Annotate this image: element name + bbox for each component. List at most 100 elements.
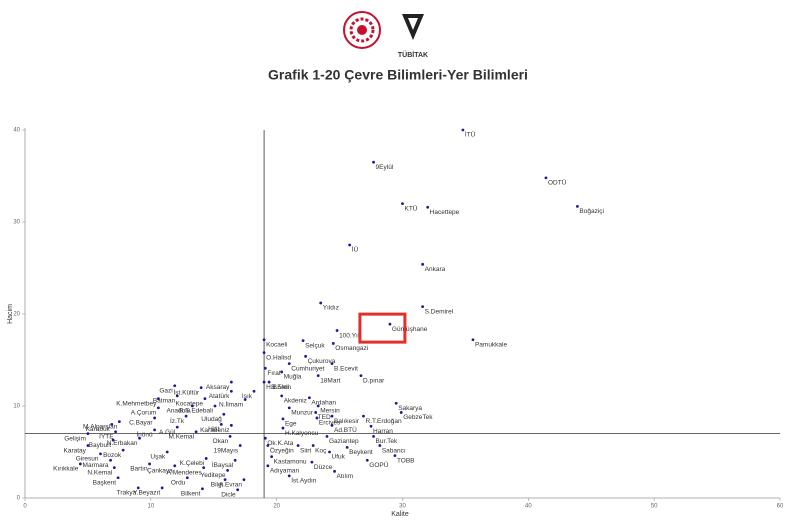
point — [136, 486, 140, 490]
point-label: B.S.Edebali — [179, 408, 213, 415]
point-label: K.Mehmetbey — [116, 400, 157, 407]
point — [372, 434, 375, 438]
point-label: Atılım — [337, 473, 354, 480]
point-label: Kocaeli — [266, 341, 287, 348]
point-label: Bayburt — [89, 442, 112, 449]
point-label: Bilkent — [181, 491, 201, 498]
point — [184, 414, 188, 418]
point-label: Uludağ — [201, 416, 222, 423]
point-label: Atatürk — [209, 393, 230, 400]
point-label: Balıkesir — [334, 418, 360, 425]
point — [266, 464, 270, 468]
point-label: Gelişim — [64, 435, 86, 442]
point — [219, 423, 223, 426]
point-label: Ege — [285, 421, 297, 428]
point-label: Giresun — [76, 456, 99, 463]
point — [114, 430, 117, 434]
point-label: Pamukkale — [475, 341, 508, 348]
point — [281, 426, 285, 430]
point-label: Bilgi — [211, 481, 223, 488]
point-label: GebzeTek — [403, 414, 433, 421]
point — [175, 394, 179, 398]
point — [307, 396, 311, 400]
point-label: Marmara — [83, 462, 109, 469]
point-label: Başkent — [93, 479, 117, 486]
logo-text: TÜBİTAK — [398, 50, 428, 59]
point — [238, 444, 242, 447]
point-label: İst.Kültür — [174, 387, 200, 396]
point-label: Trakya — [117, 490, 137, 497]
point — [399, 411, 403, 414]
x-tick-label: 60 — [777, 504, 784, 510]
point — [331, 342, 335, 345]
point — [263, 436, 267, 440]
point-label: Yeditepe — [201, 472, 226, 479]
point-label: Cumhuriyet — [291, 365, 324, 372]
point — [544, 176, 548, 180]
point — [202, 466, 206, 470]
point-label: A.Gül — [159, 429, 176, 436]
point — [223, 478, 227, 481]
x-tick-label: 20 — [273, 504, 280, 510]
point — [328, 450, 331, 454]
point — [421, 262, 425, 266]
point-label: TOBB — [397, 457, 415, 464]
point — [401, 202, 404, 206]
point — [266, 444, 270, 447]
point-label: Özyeğin — [270, 446, 294, 454]
point — [190, 404, 194, 408]
point — [330, 362, 334, 366]
point-label: Kocatepe — [175, 400, 203, 407]
point-label: Ok.K.Ata — [267, 440, 293, 447]
point-label: H.Kalyoncu — [285, 430, 319, 437]
point — [148, 462, 151, 466]
point — [393, 454, 397, 458]
point-label: Hitit — [208, 426, 219, 433]
point — [229, 389, 233, 393]
point — [229, 380, 233, 384]
y-tick-label: 20 — [13, 312, 20, 318]
chart-title: Grafik 1-20 Çevre Bilimleri-Yer Bilimler… — [268, 67, 528, 83]
point — [262, 351, 266, 355]
point-label: TED — [318, 414, 331, 421]
point-label: N.Kemal — [87, 469, 112, 476]
point — [319, 301, 323, 305]
point — [228, 434, 232, 438]
y-tick-label: 10 — [13, 404, 20, 410]
point-label: Anadolu — [166, 408, 190, 415]
point-label: Osmangazi — [335, 345, 368, 352]
point — [471, 338, 475, 342]
point — [301, 339, 305, 343]
point — [173, 384, 177, 388]
point-label: KTÜ — [405, 204, 418, 212]
point — [388, 322, 392, 326]
point — [110, 423, 114, 426]
x-tick-label: 50 — [651, 504, 658, 510]
point-label: GOPÜ — [369, 461, 388, 469]
point-label: Işık — [242, 393, 253, 400]
point-label: Bozok — [103, 452, 122, 459]
x-tick-label: 0 — [23, 504, 27, 510]
point — [252, 389, 256, 393]
point-label: M.Alparslan — [83, 423, 118, 430]
y-tick-label: 30 — [13, 220, 20, 226]
point — [426, 205, 430, 209]
point — [121, 448, 125, 452]
point-label: 9Eylül — [376, 164, 394, 171]
logo-tubitak — [402, 14, 424, 40]
point — [576, 204, 579, 208]
point — [99, 452, 102, 456]
point-label: 18Mart — [320, 377, 340, 384]
point-label: Y.Beyazıt — [133, 490, 160, 497]
point — [262, 380, 266, 384]
point-label: Kastamonu — [274, 458, 307, 465]
point — [222, 412, 226, 416]
point-label: N.Erbakan — [107, 440, 138, 447]
point — [314, 411, 318, 414]
point — [333, 469, 336, 473]
y-tick-label: 0 — [17, 496, 21, 502]
point — [160, 486, 164, 490]
point-label: Okan — [213, 438, 229, 445]
point-label: Fırat — [267, 370, 281, 377]
point-label: C.Bayar — [129, 420, 153, 427]
